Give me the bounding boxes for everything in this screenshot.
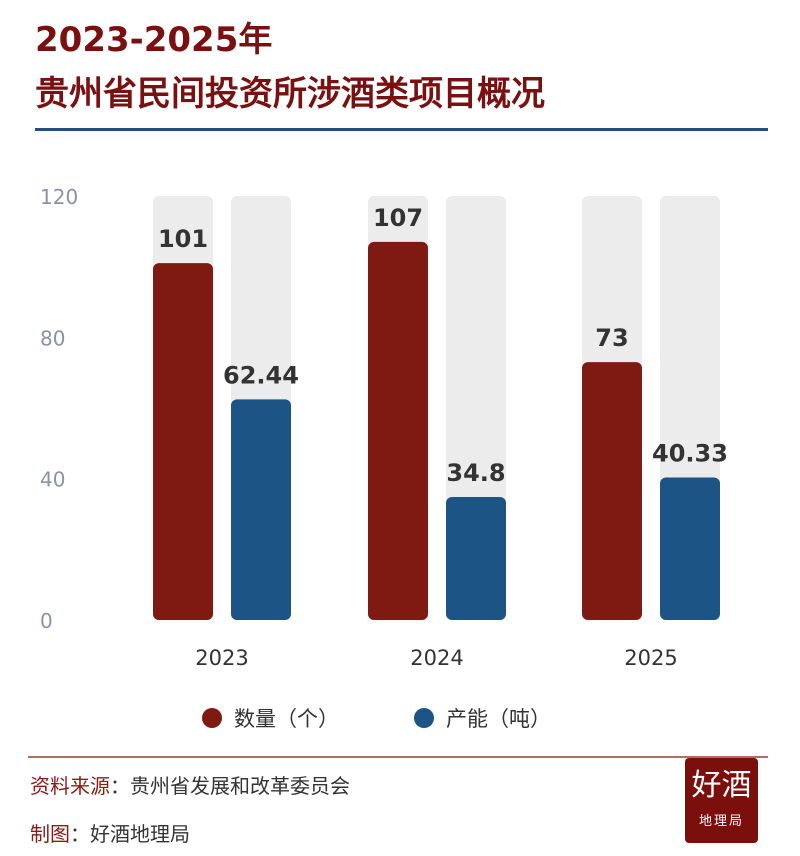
source-value: 贵州省发展和改革委员会 bbox=[130, 774, 350, 798]
y-tick-label: 120 bbox=[40, 185, 78, 209]
bar-capacity-2025 bbox=[660, 477, 720, 620]
legend-label: 数量（个） bbox=[234, 707, 339, 731]
bar-count-2023 bbox=[153, 263, 213, 620]
data-label: 101 bbox=[158, 225, 208, 253]
legend-label: 产能（吨） bbox=[446, 707, 551, 731]
separator: ： bbox=[70, 822, 90, 846]
source-line: 资料来源：贵州省发展和改革委员会 bbox=[30, 770, 350, 799]
maker-value: 好酒地理局 bbox=[90, 822, 190, 846]
title-divider bbox=[35, 128, 768, 131]
bar-capacity-2023 bbox=[231, 399, 291, 620]
bar-count-2024 bbox=[368, 241, 428, 620]
bar-chart: 0 40 80 120 101 62.44 2023 107 34.8 2024 73 40.33 20… bbox=[40, 185, 728, 731]
y-tick-label: 0 bbox=[40, 609, 53, 633]
data-label: 73 bbox=[595, 324, 628, 352]
data-label: 107 bbox=[373, 204, 423, 232]
chart-title-line1: 2023-2025年 bbox=[35, 20, 273, 60]
footer-divider bbox=[28, 756, 768, 758]
legend-marker bbox=[202, 708, 222, 728]
separator: ： bbox=[110, 774, 130, 798]
data-label: 34.8 bbox=[446, 459, 505, 487]
y-tick-label: 80 bbox=[40, 326, 65, 350]
maker-line: 制图：好酒地理局 bbox=[30, 818, 190, 847]
x-tick-label: 2023 bbox=[195, 646, 248, 670]
data-label: 40.33 bbox=[652, 440, 728, 468]
source-label: 资料来源 bbox=[30, 774, 110, 798]
bar-count-2025 bbox=[582, 362, 642, 620]
legend-marker bbox=[414, 708, 434, 728]
chart-title-line2: 贵州省民间投资所涉酒类项目概况 bbox=[35, 74, 545, 114]
data-label: 62.44 bbox=[223, 361, 299, 389]
maker-label: 制图 bbox=[30, 822, 70, 846]
bar-capacity-2024 bbox=[446, 497, 506, 620]
x-tick-label: 2025 bbox=[624, 646, 677, 670]
brand-logo: 好酒 地理局 bbox=[685, 758, 758, 843]
x-tick-label: 2024 bbox=[410, 646, 463, 670]
y-tick-label: 40 bbox=[40, 468, 65, 492]
